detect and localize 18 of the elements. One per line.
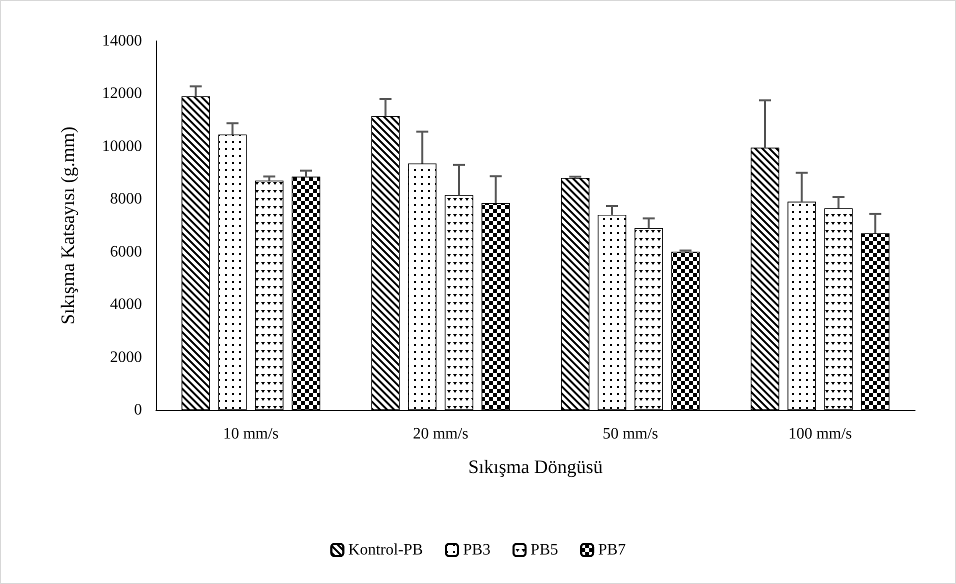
legend-label: PB7 <box>598 542 626 558</box>
legend-label: PB3 <box>462 542 491 558</box>
x-tick-label: 10 mm/s <box>223 426 279 442</box>
x-tick-label: 100 mm/s <box>788 426 852 442</box>
x-tick-label: 20 mm/s <box>412 426 468 442</box>
y-axis-title: Sıkışma Katsayısı (g.mm) <box>58 126 79 324</box>
y-tick-label: 8000 <box>110 190 142 208</box>
y-tick-label: 12000 <box>102 85 142 102</box>
y-tick-label: 2000 <box>110 348 142 366</box>
x-tick-label: 50 mm/s <box>602 426 658 442</box>
y-tick-label: 0 <box>134 402 142 418</box>
y-tick-label: 14000 <box>102 32 142 50</box>
y-tick-label: 6000 <box>110 243 142 260</box>
x-axis-title: Sıkışma Döngüsü <box>468 457 604 478</box>
legend-label: Kontrol-PB <box>348 542 423 558</box>
y-tick-label: 4000 <box>110 296 142 314</box>
legend-label: PB5 <box>530 542 558 558</box>
y-tick-label: 10000 <box>102 138 142 155</box>
